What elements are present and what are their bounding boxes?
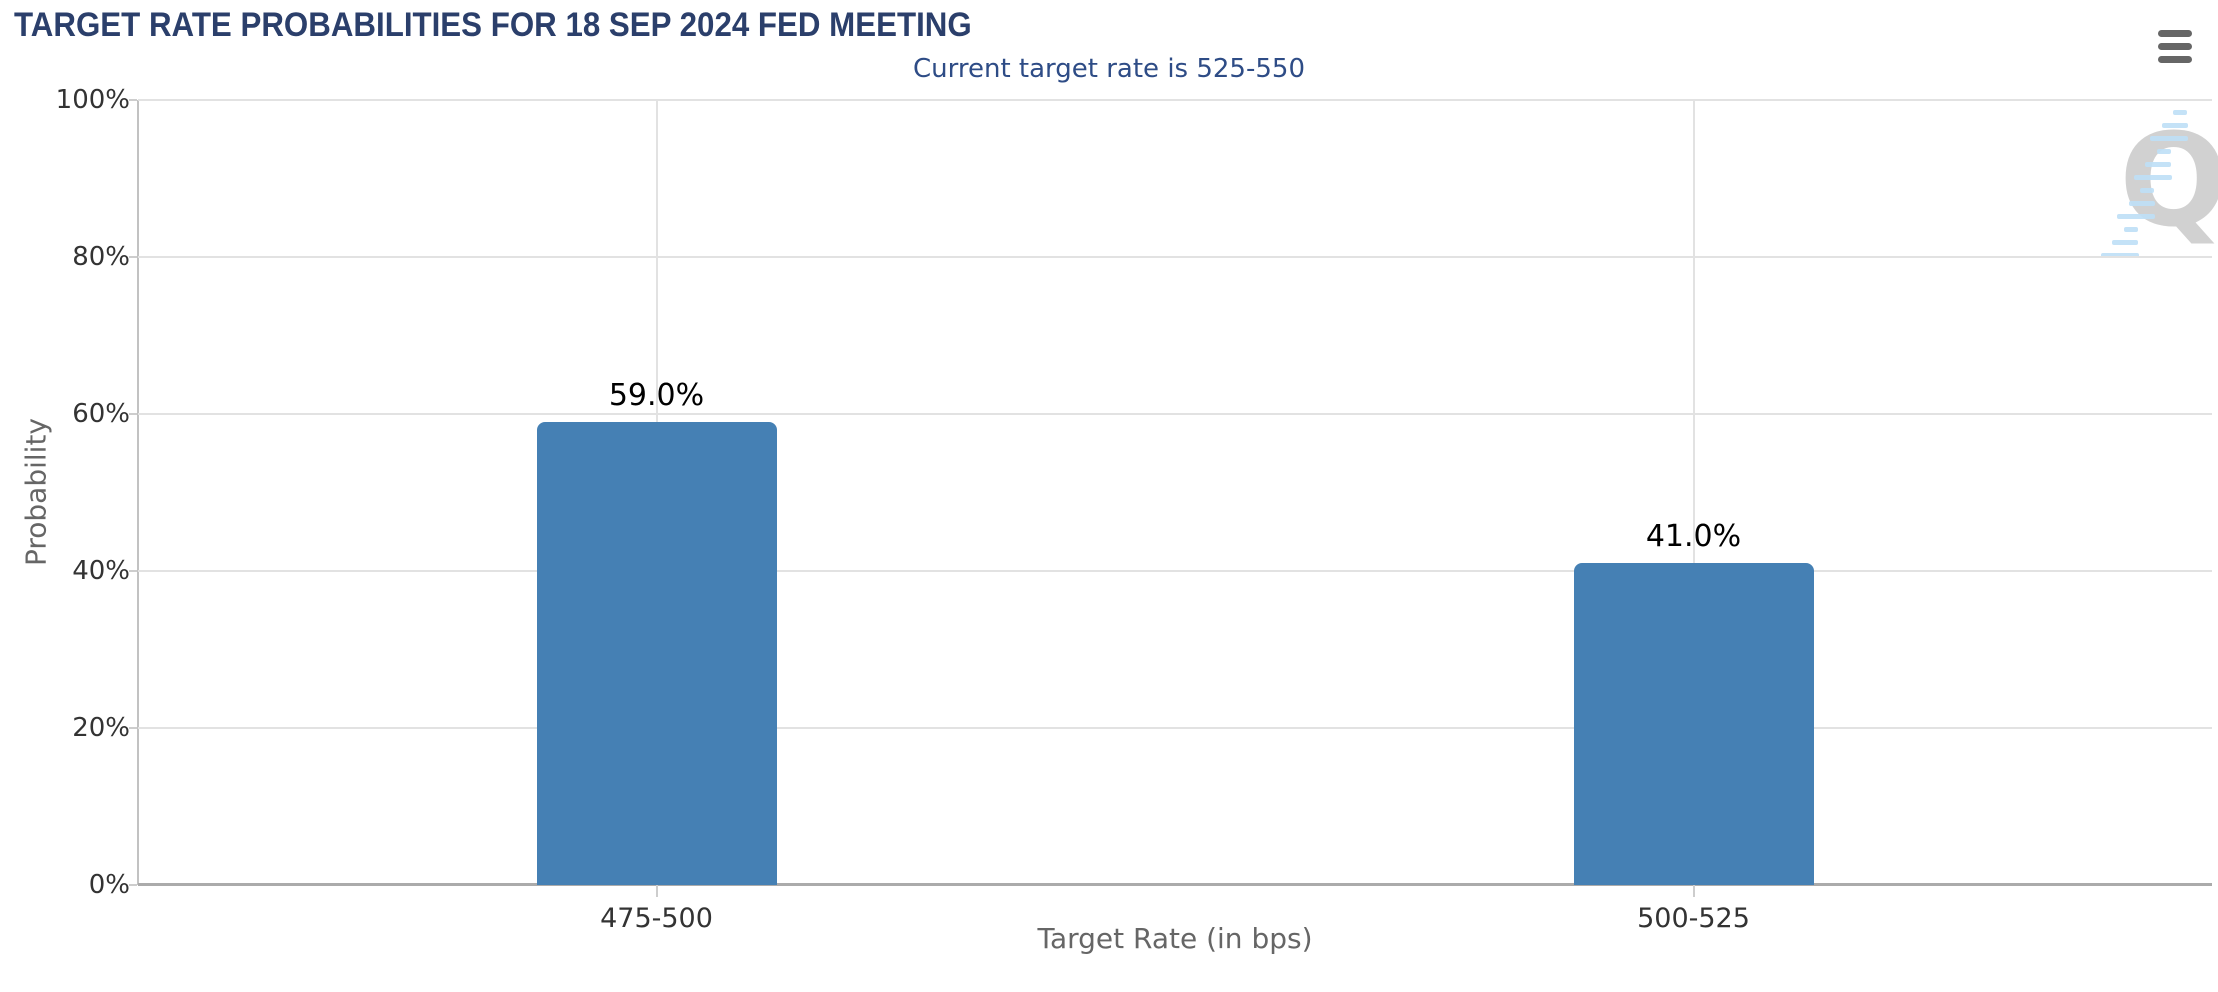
y-tick-label: 80% [72, 242, 130, 272]
bar-value-label: 59.0% [608, 377, 705, 413]
x-axis-tick [655, 885, 658, 897]
x-axis-tick [1692, 885, 1695, 897]
y-axis-tick [129, 413, 137, 415]
y-tick-label: 100% [55, 85, 130, 115]
watermark-dash [2112, 240, 2138, 245]
hamburger-bar [2158, 29, 2192, 37]
watermark-dash [2156, 149, 2171, 154]
y-axis-line [137, 100, 139, 885]
y-tick-label: 40% [72, 556, 130, 586]
watermark-dash [2173, 110, 2187, 115]
watermark-dash [2161, 123, 2188, 128]
y-tick-label: 0% [88, 870, 130, 900]
x-axis-title: Target Rate (in bps) [1037, 922, 1313, 955]
x-tick-label: 475-500 [600, 903, 713, 934]
bar-475-500[interactable] [536, 421, 777, 885]
y-axis-tick [129, 570, 137, 572]
y-axis-title: Probability [19, 417, 53, 567]
hamburger-menu-icon[interactable] [2158, 26, 2198, 66]
y-axis-tick [129, 99, 137, 101]
watermark-dash [2145, 162, 2171, 167]
y-gridline [138, 570, 2212, 572]
y-axis-tick [129, 256, 137, 258]
watermark-dash [2123, 227, 2138, 232]
x-tick-label: 500-525 [1637, 903, 1750, 934]
bar-value-label: 41.0% [1645, 519, 1742, 555]
chart-title: TARGET RATE PROBABILITIES FOR 18 SEP 202… [14, 6, 972, 44]
watermark-dash [2150, 136, 2188, 141]
y-gridline [138, 99, 2212, 101]
hamburger-bar [2158, 42, 2192, 50]
watermark-dash [2117, 214, 2155, 219]
y-tick-label: 60% [72, 399, 130, 429]
bar-500-525[interactable] [1573, 563, 1814, 885]
watermark-dash [2128, 201, 2155, 206]
watermark-dash [2133, 175, 2172, 180]
chart-subtitle: Current target rate is 525-550 [913, 54, 1305, 84]
quikstrike-q-letter: Q [2119, 107, 2218, 256]
x-gridline [1692, 100, 1695, 885]
y-gridline [138, 413, 2212, 415]
y-gridline [138, 727, 2212, 729]
y-tick-label: 20% [72, 713, 130, 743]
plot-area: Q 0% 20% 40% 60% 80% 100% 59.0% 475-500 41.0% 500… [56, 87, 2218, 934]
hamburger-bar [2158, 55, 2192, 63]
y-axis-tick [129, 727, 137, 729]
x-axis-line [138, 883, 2212, 886]
y-axis-tick [129, 884, 137, 886]
y-gridline [138, 256, 2212, 258]
watermark-dash [2140, 188, 2154, 193]
